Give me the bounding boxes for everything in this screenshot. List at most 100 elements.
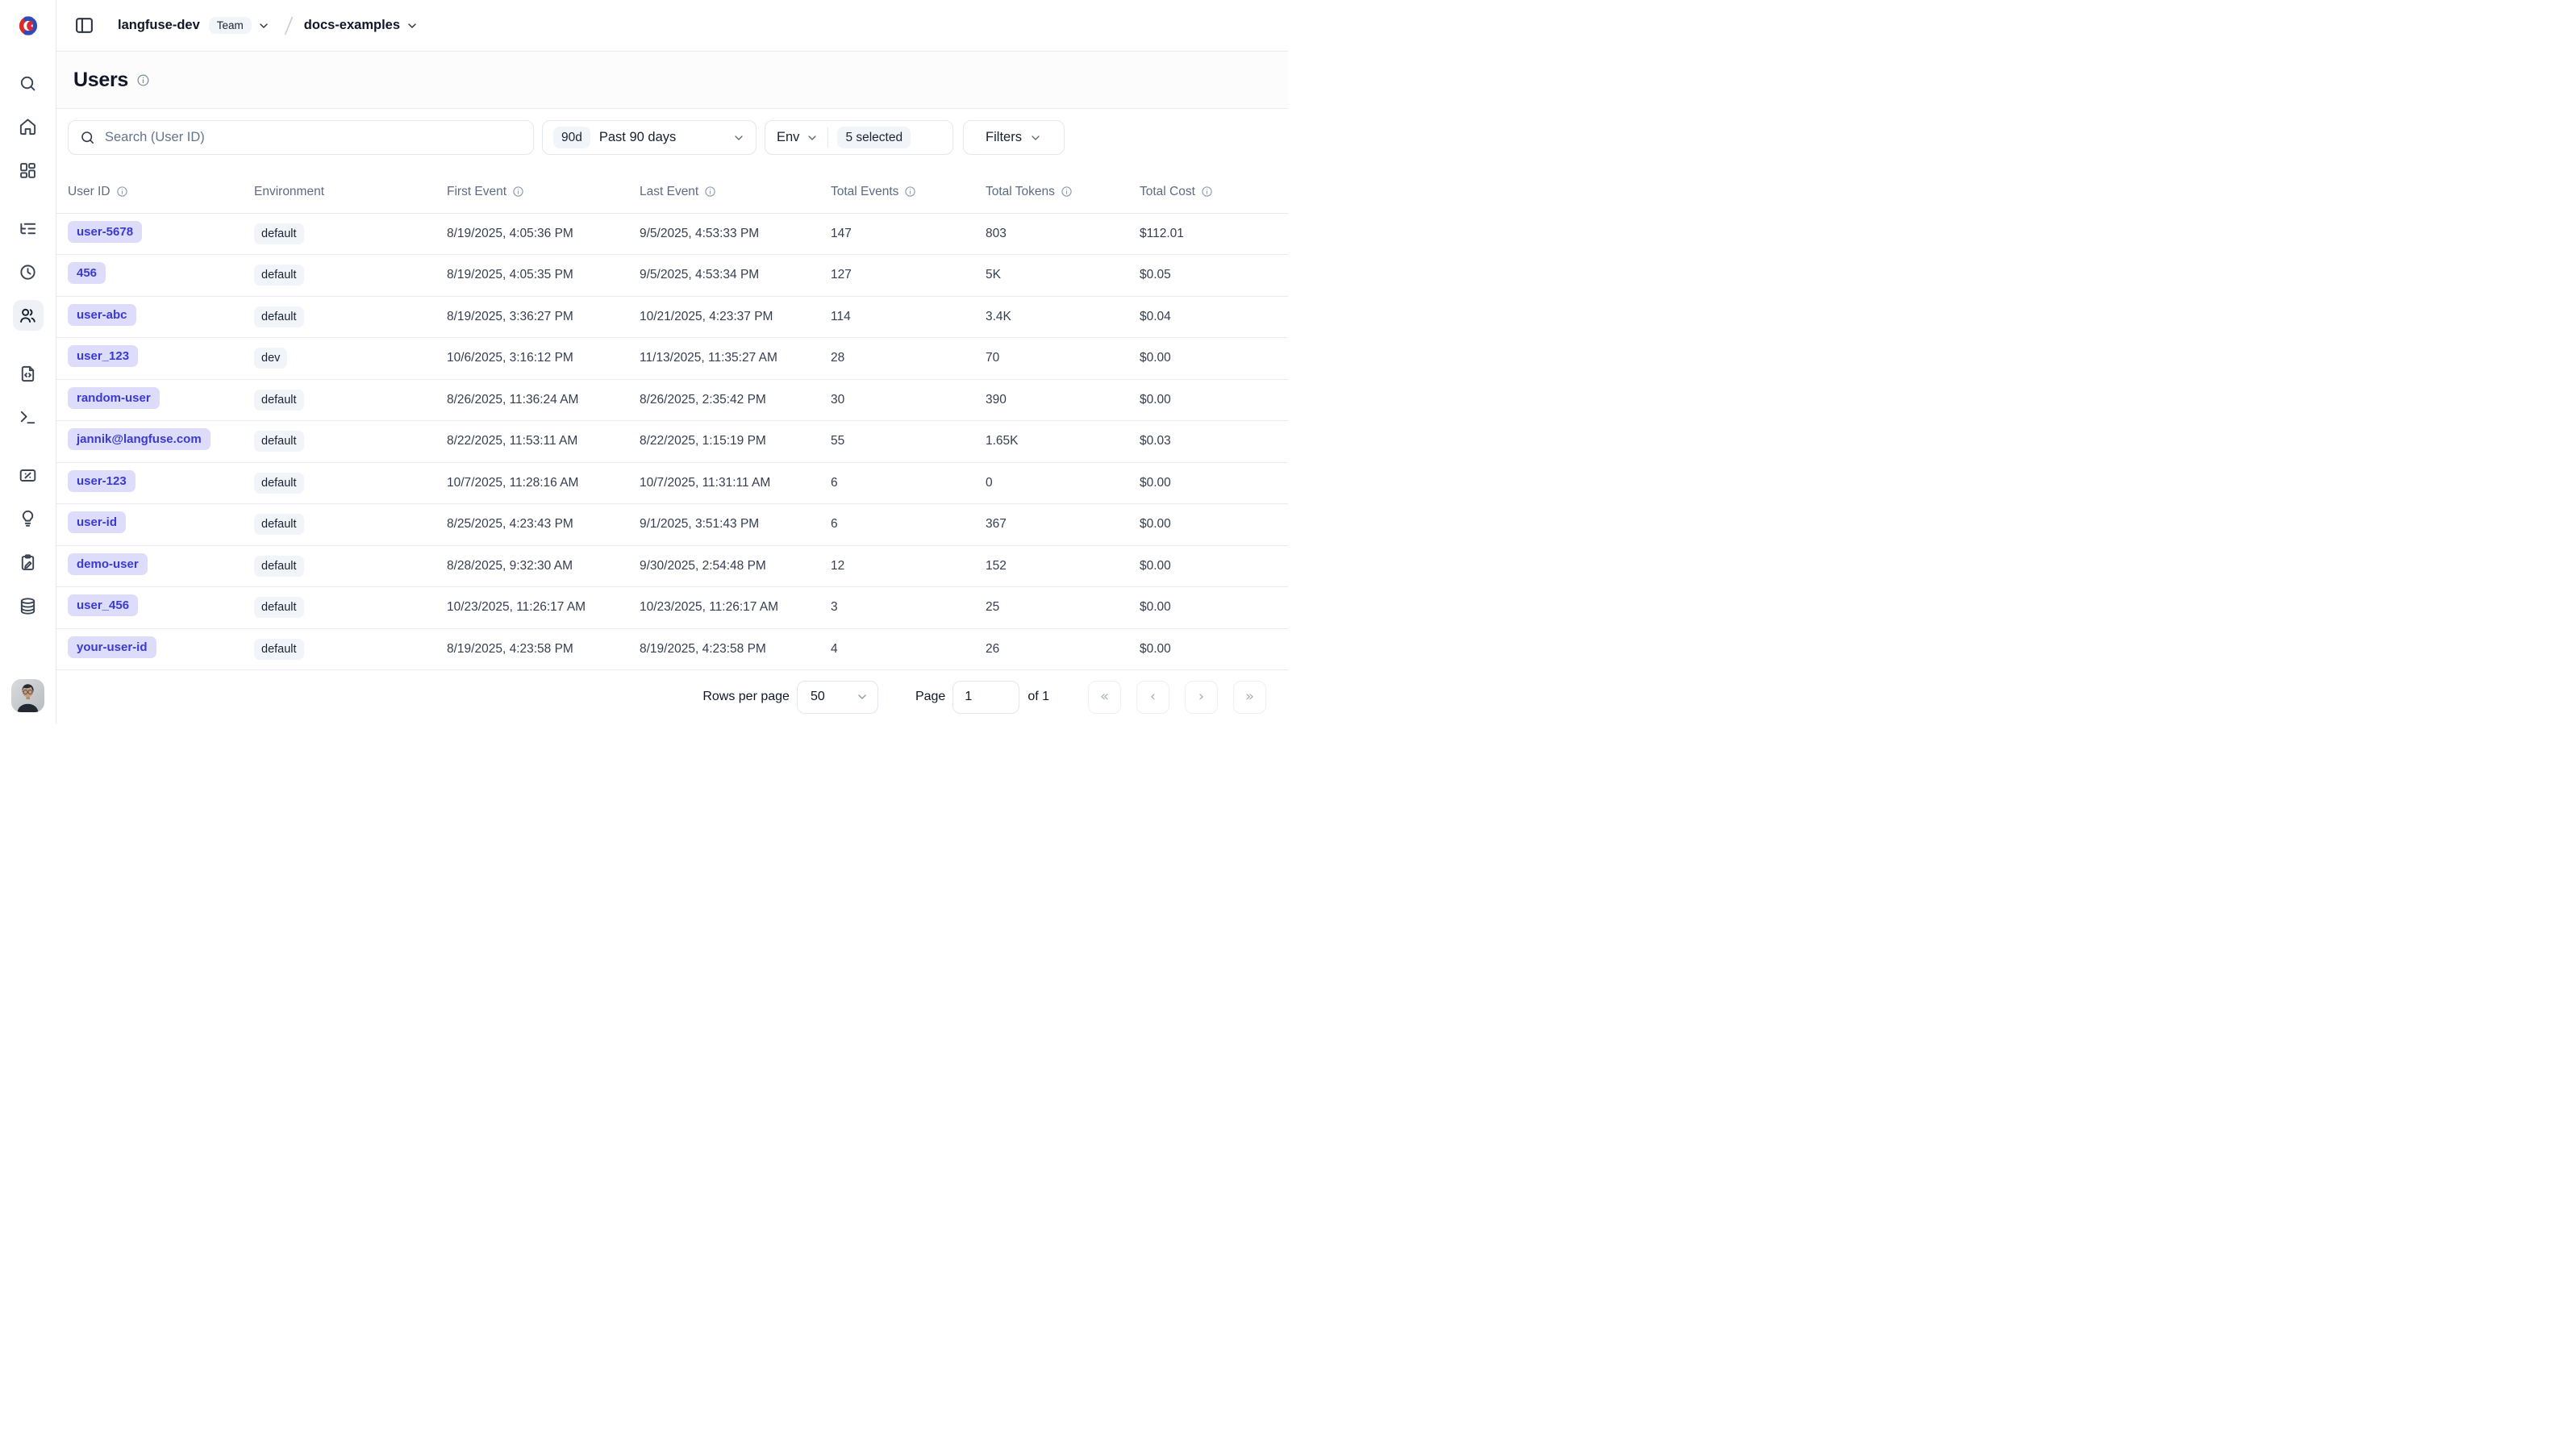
- next-page-button[interactable]: ›: [1185, 681, 1218, 714]
- last-event-cell: 9/5/2025, 4:53:33 PM: [640, 227, 831, 241]
- prompts-file-code-icon: [19, 365, 37, 383]
- table-row[interactable]: user-abc default 8/19/2025, 3:36:27 PM 1…: [56, 297, 1288, 339]
- breadcrumb-slash: [281, 15, 297, 36]
- environment-badge: default: [254, 473, 304, 494]
- total-events-cell: 55: [831, 434, 986, 448]
- last-event-cell: 8/19/2025, 4:23:58 PM: [640, 642, 831, 657]
- user-id-badge[interactable]: user-abc: [68, 304, 136, 326]
- user-id-badge[interactable]: user-id: [68, 511, 126, 533]
- table-row[interactable]: your-user-id default 8/19/2025, 4:23:58 …: [56, 629, 1288, 671]
- filters-button[interactable]: Filters: [963, 120, 1065, 155]
- column-header[interactable]: First Event: [447, 185, 640, 199]
- sidebar-item-users[interactable]: [13, 300, 44, 331]
- user-avatar[interactable]: [11, 679, 44, 712]
- search-box: [68, 120, 534, 155]
- breadcrumb: langfuse-dev Team docs-examples: [118, 15, 419, 36]
- search-input[interactable]: [105, 130, 522, 145]
- date-range-badge: 90d: [553, 127, 590, 149]
- user-id-badge[interactable]: user_456: [68, 594, 138, 616]
- user-id-badge[interactable]: your-user-id: [68, 636, 156, 658]
- first-event-cell: 8/19/2025, 4:05:35 PM: [447, 268, 640, 282]
- info-icon[interactable]: [1201, 186, 1213, 198]
- search-icon: [80, 130, 95, 145]
- page-label: Page: [915, 690, 945, 704]
- column-header[interactable]: Total Cost: [1140, 185, 1288, 199]
- langfuse-logo-icon: [15, 15, 42, 37]
- user-id-badge[interactable]: jannik@langfuse.com: [68, 428, 210, 450]
- total-cost-cell: $0.00: [1140, 559, 1288, 573]
- environment-select[interactable]: Env 5 selected: [765, 120, 953, 155]
- chevron-down-icon[interactable]: [257, 19, 270, 32]
- user-id-badge[interactable]: demo-user: [68, 553, 148, 575]
- table-row[interactable]: user_123 dev 10/6/2025, 3:16:12 PM 11/13…: [56, 338, 1288, 380]
- last-page-button[interactable]: »: [1233, 681, 1266, 714]
- playground-terminal-icon: [19, 408, 37, 427]
- user-id-badge[interactable]: random-user: [68, 387, 160, 409]
- sidebar-item-datasets[interactable]: [13, 590, 44, 621]
- info-icon[interactable]: [512, 186, 524, 198]
- total-events-cell: 4: [831, 642, 986, 657]
- sidebar-item-playground[interactable]: [13, 402, 44, 432]
- table-row[interactable]: jannik@langfuse.com default 8/22/2025, 1…: [56, 421, 1288, 463]
- table-row[interactable]: demo-user default 8/28/2025, 9:32:30 AM …: [56, 546, 1288, 588]
- environment-selected-badge: 5 selected: [837, 127, 911, 149]
- column-header[interactable]: Total Tokens: [986, 185, 1140, 199]
- info-icon[interactable]: [904, 186, 916, 198]
- environment-badge: default: [254, 556, 304, 577]
- search-icon: [19, 74, 37, 93]
- table-row[interactable]: 456 default 8/19/2025, 4:05:35 PM 9/5/20…: [56, 255, 1288, 297]
- info-icon[interactable]: [1061, 186, 1073, 198]
- sidebar-item-insights[interactable]: [13, 503, 44, 534]
- total-tokens-cell: 3.4K: [986, 310, 1140, 324]
- sidebar-item-dashboards[interactable]: [13, 155, 44, 186]
- total-cost-cell: $0.00: [1140, 517, 1288, 532]
- info-icon[interactable]: [136, 73, 150, 87]
- date-range-select[interactable]: 90d Past 90 days: [542, 120, 757, 155]
- table-row[interactable]: user-123 default 10/7/2025, 11:28:16 AM …: [56, 463, 1288, 505]
- info-icon[interactable]: [704, 186, 716, 198]
- sidebar-toggle-button[interactable]: [73, 15, 95, 36]
- rows-per-page-select[interactable]: 50: [797, 681, 878, 714]
- total-events-cell: 30: [831, 393, 986, 407]
- first-page-button[interactable]: «: [1088, 681, 1121, 714]
- user-id-badge[interactable]: user-123: [68, 470, 135, 492]
- sidebar-item-evals[interactable]: [13, 460, 44, 490]
- page-number-input[interactable]: [952, 681, 1019, 714]
- column-header[interactable]: Last Event: [640, 185, 831, 199]
- table-row[interactable]: random-user default 8/26/2025, 11:36:24 …: [56, 380, 1288, 422]
- previous-page-button[interactable]: ‹: [1136, 681, 1169, 714]
- first-event-cell: 10/6/2025, 3:16:12 PM: [447, 351, 640, 365]
- chevron-down-icon: [856, 690, 869, 703]
- first-event-cell: 8/19/2025, 4:23:58 PM: [447, 642, 640, 657]
- total-cost-cell: $0.03: [1140, 434, 1288, 448]
- user-id-badge[interactable]: 456: [68, 262, 106, 284]
- table-row[interactable]: user_456 default 10/23/2025, 11:26:17 AM…: [56, 587, 1288, 629]
- user-id-badge[interactable]: user_123: [68, 345, 138, 367]
- column-header[interactable]: User ID: [68, 185, 254, 199]
- chevron-down-icon[interactable]: [406, 19, 419, 32]
- user-id-badge[interactable]: user-5678: [68, 221, 142, 243]
- sidebar-item-search[interactable]: [13, 68, 44, 98]
- project-switcher[interactable]: docs-examples: [304, 18, 400, 33]
- sidebar-item-prompts[interactable]: [13, 358, 44, 389]
- langfuse-logo[interactable]: [0, 0, 56, 52]
- sidebar-item-tracing[interactable]: [13, 213, 44, 244]
- users-icon: [19, 306, 37, 325]
- dashboard-grid-icon: [19, 161, 37, 180]
- environment-badge: default: [254, 223, 304, 244]
- info-icon[interactable]: [116, 186, 128, 198]
- table-row[interactable]: user-5678 default 8/19/2025, 4:05:36 PM …: [56, 214, 1288, 256]
- chevron-down-icon: [806, 131, 819, 144]
- column-header[interactable]: Total Events: [831, 185, 986, 199]
- page-total-label: of 1: [1027, 690, 1049, 704]
- org-switcher[interactable]: langfuse-dev: [118, 18, 200, 33]
- first-event-cell: 8/28/2025, 9:32:30 AM: [447, 559, 640, 573]
- chevron-down-icon: [1029, 131, 1042, 144]
- sidebar-item-home[interactable]: [13, 111, 44, 142]
- sidebar-item-sessions[interactable]: [13, 256, 44, 287]
- first-event-cell: 10/23/2025, 11:26:17 AM: [447, 600, 640, 615]
- sidebar-item-annotation[interactable]: [13, 547, 44, 578]
- table-row[interactable]: user-id default 8/25/2025, 4:23:43 PM 9/…: [56, 504, 1288, 546]
- column-header[interactable]: Environment: [254, 185, 447, 199]
- total-events-cell: 114: [831, 310, 986, 324]
